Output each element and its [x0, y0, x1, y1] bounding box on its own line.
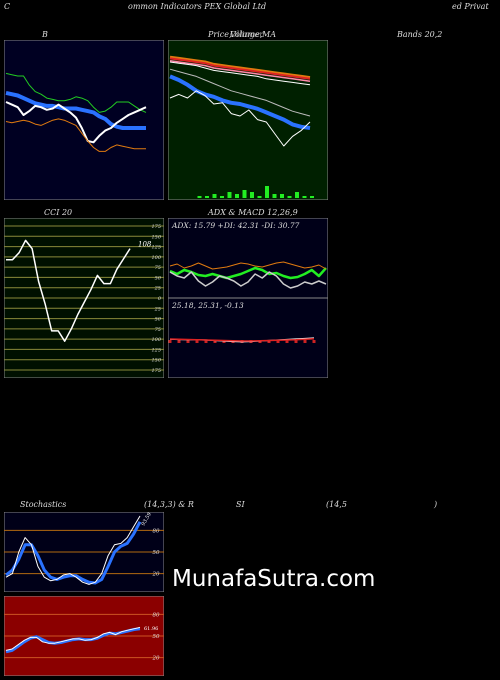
bollinger-upper-line [5, 72, 147, 113]
volume-bar [250, 192, 254, 198]
macd-signal-line [169, 338, 315, 342]
cci-tick-label: 75 [155, 327, 161, 333]
cci-line [6, 239, 131, 342]
stoch-label-4: (14,5 [326, 500, 347, 509]
cci-tick-label: 175 [151, 368, 161, 374]
volume-bar [197, 196, 202, 198]
adx-bg [168, 218, 328, 298]
adx-chart: ADX: 15.79 +DI: 42.31 -DI: 30.77 [168, 218, 328, 298]
stoch-tick-label: 80 [153, 528, 160, 534]
bollinger-price-line [5, 101, 147, 144]
cci-tick-label: 0 [158, 296, 162, 302]
price-ma-label-3: Ollinger [230, 30, 264, 39]
stoch-label-2: (14,3,3) & R [144, 500, 194, 509]
stoch-label-3: SI [236, 500, 245, 509]
bollinger-chart [4, 40, 164, 200]
volume-bar [295, 192, 299, 198]
cci-panel: 175 150 125 100 75 50 25 0 25 50 75 100 125 150 175 108 [4, 218, 164, 378]
macd-values-label: 25.18, 25.31, -0.13 [171, 301, 244, 310]
bollinger-middle-line [5, 90, 146, 130]
bollinger-bg [4, 40, 164, 200]
cci-chart: 175 150 125 100 75 50 25 0 25 50 75 100 125 150 175 108 [4, 218, 164, 378]
rsi-tick-label: 20 [152, 656, 160, 662]
rsi-panel: 80 50 20 61.96 [4, 596, 164, 676]
price-ma-ma-blue-line [169, 74, 311, 130]
price-ma-price-line [169, 90, 311, 147]
rsi-last-value: 61.96 [144, 626, 158, 632]
stoch-label-5: ) [434, 500, 438, 509]
volume-bar [280, 194, 284, 198]
volume-bar [220, 196, 224, 198]
bollinger-label: B [42, 30, 48, 39]
macd-panel: 25.18, 25.31, -0.13 [168, 298, 328, 378]
volume-bar [205, 196, 209, 198]
bands-label: Bands 20,2 [397, 30, 443, 39]
cci-tick-label: 75 [155, 265, 161, 271]
stochastics-panel: 80 50 20 93.59 [4, 512, 164, 592]
stoch-tick-label: 50 [153, 550, 160, 556]
rsi-white-line [5, 626, 141, 651]
adx-macd-label: ADX & MACD 12,26,9 [208, 208, 298, 217]
stoch-k-line [5, 515, 141, 585]
volume-bar [302, 196, 307, 198]
volume-bar [272, 194, 277, 198]
volume-bar [227, 192, 232, 198]
adx-values-label: ADX: 15.79 +DI: 42.31 -DI: 30.77 [171, 221, 300, 230]
rsi-tick-label: 80 [153, 612, 160, 618]
price-ma-chart [168, 40, 328, 200]
cci-tick-label: 50 [155, 317, 162, 323]
rsi-tick-label: 50 [153, 634, 160, 640]
cci-tick-label: 125 [151, 245, 161, 251]
watermark: MunafaSutra.com [172, 566, 376, 592]
cci-tick-label: 25 [154, 306, 161, 312]
macd-chart: 25.18, 25.31, -0.13 [168, 298, 328, 378]
adx-di-white-line [169, 271, 327, 289]
cci-tick-label: 150 [151, 234, 161, 240]
cci-last-value: 108 [138, 241, 152, 249]
rsi-chart: 80 50 20 61.96 [4, 596, 164, 676]
bollinger-panel [4, 40, 164, 200]
cci-tick-label: 25 [154, 286, 161, 292]
volume-bar [257, 196, 262, 198]
price-ma-label-1: Price, [208, 30, 232, 39]
cci-tick-label: 175 [151, 224, 161, 230]
price-ma-ma-white2-line [169, 68, 311, 117]
volume-bar [212, 194, 217, 198]
price-ma-label-4: MA [262, 30, 276, 39]
volume-bar [265, 186, 269, 198]
price-ma-ma-red-line [169, 57, 311, 80]
stoch-label-1: Stochastics [20, 500, 67, 509]
stoch-tick-label: 20 [152, 572, 160, 578]
price-ma-ma-white1-line [169, 61, 311, 86]
cci-tick-label: 150 [151, 358, 161, 364]
adx-di-orange-line [169, 261, 327, 270]
price-ma-bg [168, 40, 328, 200]
header-c: C [4, 2, 11, 11]
bollinger-lower-line [5, 118, 146, 152]
price-ma-panel [168, 40, 328, 200]
price-ma-ma-pink-line [169, 60, 311, 82]
volume-bar [310, 196, 314, 198]
volume-bar [242, 190, 247, 198]
header-title: ommon Indicators PEX Global Ltd [128, 2, 267, 11]
cci-tick-label: 125 [151, 347, 161, 353]
cci-tick-label: 50 [155, 275, 162, 281]
cci-label: CCI 20 [44, 208, 73, 217]
price-ma-ma-orange-line [169, 55, 311, 80]
volume-bar [235, 194, 239, 198]
adx-panel: ADX: 15.79 +DI: 42.31 -DI: 30.77 [168, 218, 328, 298]
volume-bar [287, 196, 292, 198]
price-ma-label-2: Volume, [230, 30, 263, 39]
adx-adx-green-line [169, 266, 327, 280]
cci-tick-label: 100 [151, 255, 161, 261]
macd-bg [168, 298, 328, 378]
header-right: ed Privat [452, 2, 489, 11]
cci-tick-label: 100 [151, 337, 161, 343]
